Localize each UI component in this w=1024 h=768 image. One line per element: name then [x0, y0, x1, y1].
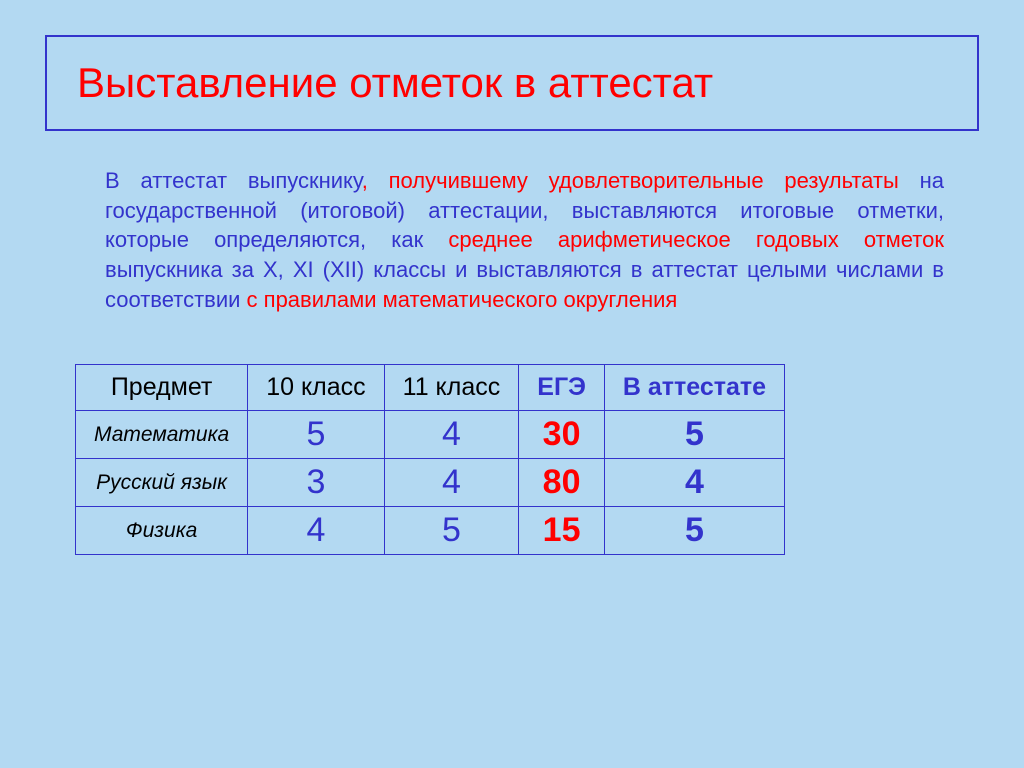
text-segment: , получившему: [362, 168, 549, 193]
table-header-row: Предмет 10 класс 11 класс ЕГЭ В аттестат…: [76, 365, 785, 411]
cell-subject: Физика: [76, 507, 248, 555]
cell-certificate: 5: [604, 411, 784, 459]
text-segment: с правилами математического округления: [247, 287, 678, 312]
title-container: Выставление отметок в аттестат: [45, 35, 979, 131]
cell-grade11: 4: [384, 459, 519, 507]
cell-ege: 30: [519, 411, 605, 459]
description-paragraph: В аттестат выпускнику, получившему удовл…: [45, 166, 979, 314]
table-row: Физика 4 5 15 5: [76, 507, 785, 555]
grades-table: Предмет 10 класс 11 класс ЕГЭ В аттестат…: [75, 364, 785, 555]
header-grade11: 11 класс: [384, 365, 519, 411]
header-grade10: 10 класс: [248, 365, 384, 411]
text-segment: удовлетворительные результаты: [549, 168, 899, 193]
table-row: Математика 5 4 30 5: [76, 411, 785, 459]
header-ege: ЕГЭ: [519, 365, 605, 411]
table-row: Русский язык 3 4 80 4: [76, 459, 785, 507]
text-segment: среднее арифметическое годовых отметок: [448, 227, 944, 252]
cell-grade10: 4: [248, 507, 384, 555]
cell-grade11: 4: [384, 411, 519, 459]
cell-grade10: 5: [248, 411, 384, 459]
header-certificate: В аттестате: [604, 365, 784, 411]
cell-grade10: 3: [248, 459, 384, 507]
cell-certificate: 4: [604, 459, 784, 507]
header-subject: Предмет: [76, 365, 248, 411]
cell-subject: Русский язык: [76, 459, 248, 507]
text-segment: В аттестат выпускнику: [105, 168, 362, 193]
page-title: Выставление отметок в аттестат: [77, 59, 947, 107]
cell-subject: Математика: [76, 411, 248, 459]
cell-certificate: 5: [604, 507, 784, 555]
cell-ege: 15: [519, 507, 605, 555]
cell-grade11: 5: [384, 507, 519, 555]
cell-ege: 80: [519, 459, 605, 507]
